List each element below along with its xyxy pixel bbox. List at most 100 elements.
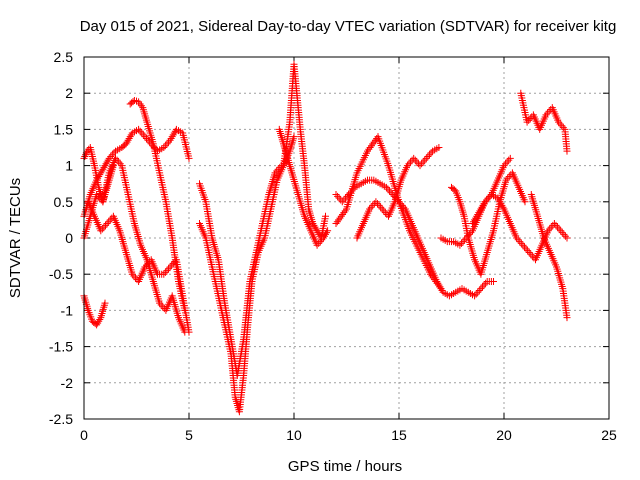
data-point <box>167 134 175 142</box>
data-point <box>475 209 483 217</box>
data-point <box>422 154 430 162</box>
x-tick-label: 0 <box>80 427 88 443</box>
data-point <box>81 153 89 161</box>
data-point <box>159 303 167 311</box>
data-point <box>555 225 563 233</box>
data-point <box>381 209 389 217</box>
data-point <box>434 281 442 289</box>
data-point <box>185 328 193 336</box>
data-point <box>97 169 105 177</box>
data-point <box>365 145 373 153</box>
x-tick-label: 5 <box>185 427 193 443</box>
data-point <box>364 147 371 155</box>
data-point <box>169 131 177 139</box>
data-point <box>519 241 527 249</box>
x-tick-label: 10 <box>286 427 302 443</box>
data-point <box>556 120 564 128</box>
data-point <box>102 221 110 229</box>
data-point <box>320 232 328 240</box>
data-point <box>479 201 487 209</box>
data-point <box>104 156 112 164</box>
data-point <box>101 299 109 307</box>
data-point <box>337 212 345 220</box>
data-point <box>514 236 522 244</box>
data-point <box>157 301 165 309</box>
data-point <box>386 187 394 195</box>
y-tick-label: -2 <box>61 375 74 391</box>
data-point <box>341 207 349 215</box>
data-point <box>372 198 380 206</box>
data-point <box>369 140 377 148</box>
data-point <box>166 136 174 144</box>
data-point <box>339 210 347 218</box>
data-point <box>170 129 178 137</box>
data-point <box>499 203 507 211</box>
data-point <box>506 154 514 162</box>
data-point <box>557 227 565 235</box>
data-point <box>315 239 323 247</box>
y-tick-label: -2.5 <box>49 411 73 427</box>
data-point <box>138 129 146 137</box>
data-point <box>165 265 173 273</box>
data-point <box>503 158 511 166</box>
y-tick-label: 1 <box>65 158 73 174</box>
data-point <box>125 134 133 142</box>
data-point <box>407 158 415 166</box>
series-sat-p <box>469 191 571 264</box>
data-point <box>113 156 121 164</box>
data-point <box>98 225 106 233</box>
data-point <box>324 227 332 235</box>
data-point <box>563 147 571 155</box>
data-point <box>411 156 419 164</box>
data-point <box>161 142 169 150</box>
data-point <box>558 229 566 237</box>
data-point <box>156 299 164 307</box>
data-point <box>336 214 344 222</box>
data-point <box>141 263 149 271</box>
data-point <box>319 234 327 242</box>
data-point <box>545 107 553 115</box>
data-point <box>435 144 443 151</box>
data-point <box>473 212 481 220</box>
data-point <box>410 154 418 162</box>
data-point <box>495 196 503 204</box>
data-point <box>311 223 319 231</box>
data-point <box>472 290 480 298</box>
x-tick-label: 20 <box>496 427 512 443</box>
data-point <box>273 167 281 175</box>
data-point <box>144 259 152 267</box>
data-point <box>323 229 331 237</box>
data-point <box>563 234 571 242</box>
series-sat-g <box>196 133 298 416</box>
data-point <box>427 149 435 157</box>
data-point <box>165 138 173 146</box>
data-point <box>418 160 426 168</box>
data-point <box>544 227 552 235</box>
data-point <box>290 133 298 141</box>
data-point <box>382 183 390 191</box>
data-point <box>102 160 110 168</box>
data-point <box>421 156 429 164</box>
data-point <box>490 277 497 285</box>
data-point <box>525 116 533 124</box>
data-point <box>116 160 124 168</box>
data-point <box>547 223 555 231</box>
data-point <box>95 172 103 180</box>
data-point <box>428 272 436 280</box>
y-tick-label: 2 <box>65 85 73 101</box>
data-point <box>95 317 103 325</box>
data-point <box>334 192 342 200</box>
data-point <box>96 315 104 323</box>
data-point <box>98 167 106 175</box>
series-sat-m <box>353 144 443 242</box>
plot-frame <box>83 56 610 420</box>
data-point <box>498 201 506 209</box>
data-point <box>432 277 440 285</box>
data-point <box>82 151 90 159</box>
data-point <box>477 205 485 213</box>
data-point <box>474 288 482 296</box>
data-point <box>160 270 168 278</box>
data-point <box>494 194 502 202</box>
data-point <box>274 165 282 173</box>
data-point <box>93 176 101 184</box>
